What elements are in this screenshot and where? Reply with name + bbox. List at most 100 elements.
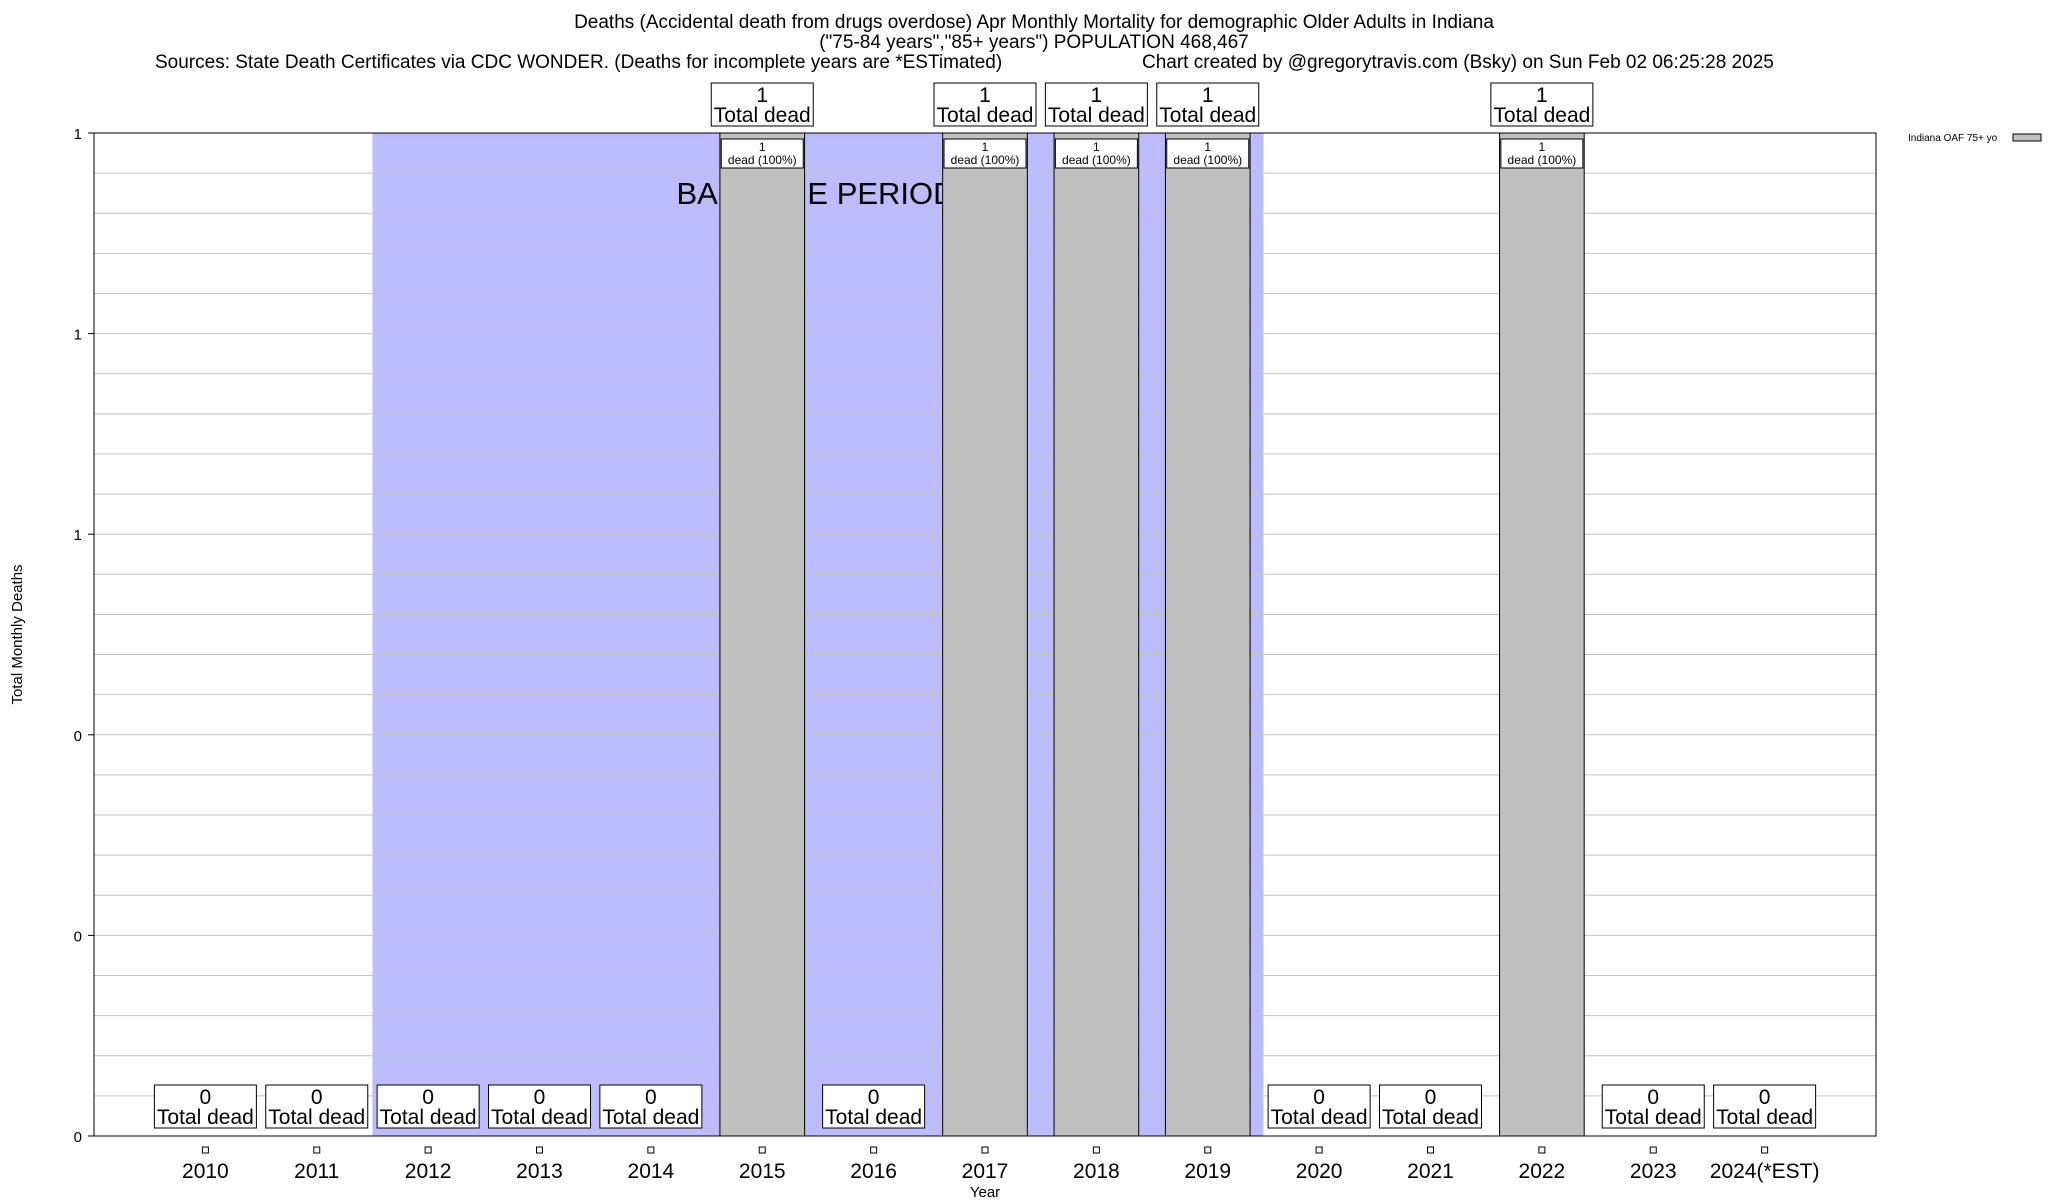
total-label-box [1601,1084,1705,1129]
total-count: 0 [1313,1086,1325,1109]
bar-label-box [1054,138,1138,169]
x-tick-label: 2024(*EST) [1710,1160,1820,1183]
total-dead-text: Total dead [937,104,1034,127]
total-label-box [710,82,814,127]
total-count: 0 [311,1086,323,1109]
legend-label: Indiana OAF 75+ yo [1908,133,1998,144]
total-count: 0 [868,1086,880,1109]
y-tick-label: 1 [74,327,82,344]
total-dead-text: Total dead [1716,1106,1813,1129]
legend: Indiana OAF 75+ yo [1908,133,2042,144]
total-dead-text: Total dead [1159,104,1256,127]
x-tick-label: 2022 [1519,1160,1566,1183]
x-tick-marker [1649,1146,1657,1154]
x-tick-label: 2018 [1073,1160,1120,1183]
baseline-period-label: BASELINE PERIOD [676,176,955,211]
chart-subtitle: ("75-84 years","85+ years") POPULATION 4… [819,32,1249,53]
x-tick-label: 2016 [850,1160,897,1183]
plot-border [93,132,1877,1137]
x-tick-marker [424,1146,432,1154]
x-tick-label: 2017 [962,1160,1009,1183]
total-label-box [599,1084,703,1129]
total-label-box [488,1084,591,1129]
x-tick-marker [647,1146,655,1154]
x-tick-label: 2021 [1407,1160,1454,1183]
total-dead-text: Total dead [602,1106,699,1129]
bar-label-box [1500,138,1584,169]
bar-2018 [1053,132,1140,1137]
bar-label-pct: dead (100%) [728,153,797,167]
x-tick-marker [536,1146,543,1154]
total-dead-text: Total dead [1382,1106,1479,1129]
total-dead-text: Total dead [491,1106,588,1129]
total-label-box [153,1084,257,1129]
total-dead-text: Total dead [1271,1106,1368,1129]
x-tick-marker [1761,1146,1769,1154]
total-dead-text: Total dead [1493,104,1590,127]
x-tick-marker [1092,1146,1100,1154]
x-tick-marker [313,1146,321,1154]
chart-title: Deaths (Accidental death from drugs over… [574,12,1494,33]
total-count: 0 [1647,1086,1659,1109]
total-label-box [1713,1084,1817,1129]
bar-2015 [719,132,806,1137]
total-count: 0 [1425,1086,1437,1109]
bar-label-count: 1 [759,140,766,154]
x-tick-label: 2019 [1184,1160,1231,1183]
bar-label-count: 1 [982,140,989,154]
total-dead-text: Total dead [157,1106,254,1129]
bar-label-box [720,138,804,169]
x-tick-label: 2020 [1296,1160,1343,1183]
y-tick-label: 1 [74,527,82,544]
x-tick-marker [201,1146,209,1154]
chart-source: Sources: State Death Certificates via CD… [155,52,1003,73]
total-count: 0 [645,1086,657,1109]
total-count: 1 [979,84,991,107]
total-dead-text: Total dead [825,1106,922,1129]
y-tick-label: 0 [74,928,82,945]
x-tick-label: 2010 [182,1160,229,1183]
total-label-box [933,82,1037,127]
y-tick-label: 1 [74,126,82,143]
x-tick-label: 2014 [628,1160,675,1183]
total-count: 1 [1091,84,1103,107]
bar-label-count: 1 [1204,140,1211,154]
total-label-box [376,1084,480,1129]
x-tick-label: 2013 [516,1160,563,1183]
x-tick-marker [981,1146,989,1154]
total-dead-text: Total dead [380,1106,477,1129]
total-label-box [1267,1084,1371,1129]
x-tick-marker [1427,1146,1434,1154]
bar-label-pct: dead (100%) [1173,153,1242,167]
bar-2017 [942,132,1028,1137]
x-tick-label: 2015 [739,1160,786,1183]
total-count: 1 [1536,84,1548,107]
total-dead-text: Total dead [1048,104,1145,127]
y-tick-label: 0 [74,728,82,745]
x-tick-label: 2011 [294,1160,339,1183]
total-dead-text: Total dead [268,1106,365,1129]
x-tick-marker [870,1146,878,1154]
y-tick-label: 0 [74,1129,82,1146]
x-tick-marker [1204,1146,1212,1154]
total-count: 0 [200,1086,212,1109]
x-tick-marker [1315,1146,1323,1154]
total-dead-text: Total dead [1605,1106,1702,1129]
